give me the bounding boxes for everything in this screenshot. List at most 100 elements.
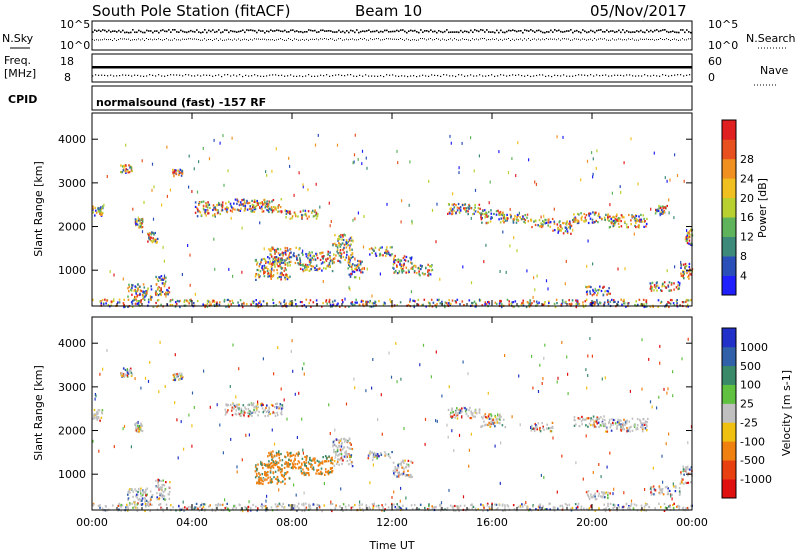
echo-cell [494,416,497,419]
echo-cell [263,463,266,466]
echo-cell [127,493,129,496]
echo-cell [266,208,268,212]
echo-cell [284,303,286,306]
echo-cell [320,462,322,465]
echo-cell [338,254,341,257]
echo-cell [578,424,581,428]
echo-cell [182,507,184,510]
echo-cell [256,474,258,477]
echo-cell [122,374,124,378]
echo-cell [152,305,155,308]
echo-cell [160,287,162,290]
echo-cell [424,272,426,276]
echo-cell [343,251,345,254]
echo-cell [272,456,274,459]
echo-cell [523,503,526,506]
echo-cell [495,503,498,506]
echo-cell [655,285,658,288]
cpid-label: CPID [8,93,37,106]
echo-cell [461,410,463,413]
echo-cell [282,274,284,277]
echo-cell [318,267,321,270]
echo-cell [289,248,292,251]
echo-cell [308,462,311,465]
echo-cell [624,420,627,423]
echo-cell [316,469,318,472]
echo-cell [617,423,620,426]
echo-cell [308,269,311,272]
echo-cell [494,425,496,428]
echo-cell [498,302,501,305]
echo-cell [607,290,610,293]
nsky-point [658,30,660,33]
echo-cell [289,463,291,466]
echo-cell [339,305,341,308]
echo-cell [404,474,407,477]
nave-point [650,75,652,77]
echo-cell [157,481,159,484]
echo-cell [307,472,310,475]
nave-point [236,75,238,77]
nsearch-point [612,38,613,40]
echo-cell [377,504,380,507]
echo-cell [525,305,528,309]
echo-cell [474,203,476,207]
echo-cell [181,377,183,380]
echo-cell [305,471,307,475]
echo-cell [441,300,443,303]
echo-cell [167,289,169,292]
echo-cell [582,301,584,304]
nsky-point [646,29,648,31]
echo-cell [477,207,480,210]
echo-cell [467,206,470,209]
nsky-point [528,30,530,32]
echo-cell [608,418,611,421]
echo-cell [683,473,685,476]
nsky-point [562,31,564,33]
echo-cell [280,198,283,201]
nsearch-point [342,39,343,41]
echo-cell [660,210,663,213]
echo-cell [181,273,183,276]
echo-cell [267,409,269,412]
echo-cell [487,415,490,418]
echo-cell [447,408,450,411]
echo-cell [653,284,656,287]
echo-cell [284,462,286,465]
nsearch-point [122,38,123,40]
echo-cell [417,267,420,270]
nsky-point [576,29,578,32]
nsky-point [380,30,382,33]
echo-cell [312,254,315,258]
echo-cell [640,213,642,216]
nave-point [176,74,178,76]
echo-cell [595,211,597,214]
echo-cell [464,203,467,206]
nave-point [314,75,316,77]
nsky-point [420,29,422,31]
echo-cell [502,418,505,421]
nave-point [677,74,679,76]
echo-cell [585,508,588,511]
echo-cell [622,423,625,427]
echo-cell [575,423,577,426]
echo-cell [515,218,518,221]
nave-point [245,74,247,76]
echo-cell [123,164,125,167]
nsearch-point [530,39,531,41]
echo-cell [174,377,176,380]
echo-cell [258,472,260,475]
echo-cell [632,215,635,218]
echo-cell [193,302,195,305]
nave-point [320,74,322,76]
nsearch-point [396,38,397,40]
echo-cell [418,267,421,270]
echo-cell [168,490,171,493]
echo-cell [306,472,309,475]
echo-cell [474,302,477,305]
echo-cell [546,427,548,430]
echo-cell [377,506,380,509]
echo-cell [568,303,571,306]
echo-cell [92,207,94,210]
echo-cell [281,251,284,254]
